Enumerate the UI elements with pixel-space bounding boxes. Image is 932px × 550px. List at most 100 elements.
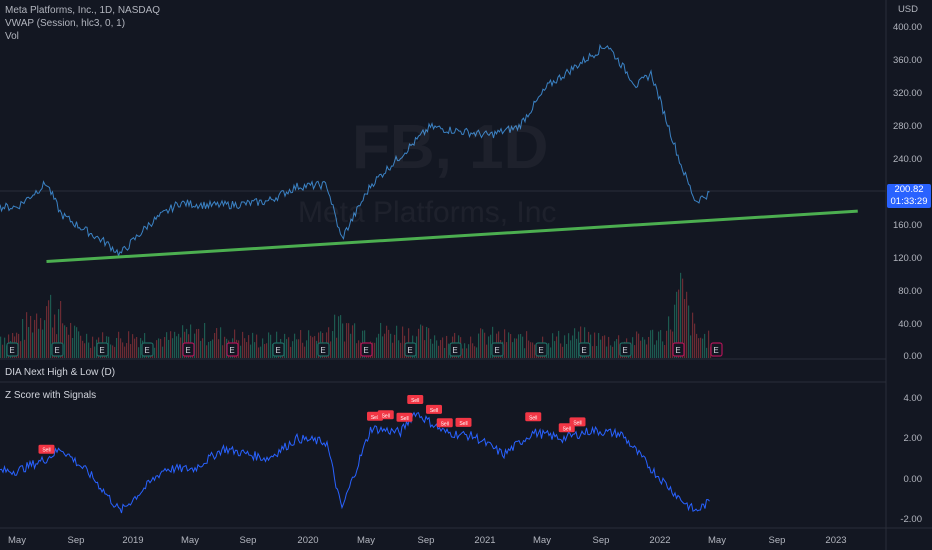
volume-bar — [638, 333, 640, 358]
volume-bar — [444, 347, 446, 358]
volume-bar — [48, 300, 50, 358]
volume-bar — [50, 294, 52, 358]
sell-signal-marker[interactable] — [407, 395, 424, 405]
vwap-legend[interactable]: VWAP (Session, hlc3, 0, 1) — [5, 18, 126, 29]
volume-bar — [162, 346, 164, 358]
dia-pane-title[interactable]: DIA Next High & Low (D) — [5, 367, 116, 378]
support-trendline[interactable] — [46, 209, 858, 263]
volume-bar — [344, 341, 346, 358]
volume-bar — [44, 320, 46, 358]
volume-bar — [86, 333, 88, 358]
volume-bar — [606, 346, 608, 358]
volume-bar — [676, 291, 678, 358]
volume-bar — [464, 343, 466, 358]
earnings-marker[interactable] — [672, 342, 685, 357]
sell-signal-marker[interactable] — [569, 417, 586, 427]
volume-bar — [430, 338, 432, 358]
earnings-marker[interactable] — [360, 342, 373, 357]
volume-bar — [304, 346, 306, 358]
time-axis-label: May — [533, 535, 551, 546]
volume-bar — [28, 327, 30, 358]
volume-bar — [270, 334, 272, 358]
price-series-line[interactable] — [0, 43, 710, 258]
volume-bar — [602, 336, 604, 358]
volume-bar — [262, 338, 264, 358]
volume-legend[interactable]: Vol — [5, 31, 19, 42]
volume-bar — [530, 342, 532, 358]
volume-bar — [644, 339, 646, 358]
volume-bar — [352, 325, 354, 358]
earnings-marker[interactable] — [141, 342, 154, 357]
volume-bar — [176, 336, 178, 358]
volume-bar — [482, 329, 484, 358]
volume-bar — [442, 337, 444, 358]
volume-bar — [54, 314, 56, 358]
time-axis-label: Sep — [239, 535, 257, 546]
sell-signal-marker[interactable] — [396, 412, 413, 422]
bar-countdown: 01:33:29 — [890, 196, 928, 207]
volume-bar — [438, 345, 440, 358]
earnings-marker[interactable] — [449, 342, 462, 357]
volume-bar — [596, 346, 598, 358]
volume-bar — [356, 343, 358, 358]
sell-signal-marker[interactable] — [455, 417, 472, 427]
volume-bar — [510, 334, 512, 358]
volume-bar — [436, 340, 438, 358]
sell-signal-marker[interactable] — [377, 410, 394, 420]
price-tick-label: 280.00 — [892, 121, 922, 132]
time-axis-label: 2022 — [649, 535, 671, 546]
zscore-pane-title[interactable]: Z Score with Signals — [5, 390, 97, 401]
earnings-marker[interactable] — [578, 342, 591, 357]
volume-bar — [346, 323, 348, 358]
earnings-marker-label: E — [144, 346, 149, 355]
volume-bar — [0, 336, 2, 358]
sell-signal-marker[interactable] — [426, 404, 442, 414]
volume-bar — [22, 319, 24, 358]
symbol-legend[interactable]: Meta Platforms, Inc., 1D, NASDAQ — [5, 5, 161, 16]
volume-bar — [136, 336, 138, 358]
volume-bar — [328, 327, 330, 358]
earnings-marker-label: E — [9, 346, 14, 355]
volume-bar — [74, 325, 76, 358]
volume-bar — [380, 322, 382, 358]
time-axis-label: Sep — [67, 535, 85, 546]
volume-bar — [612, 346, 614, 358]
time-axis-label: May — [8, 535, 26, 546]
volume-bar — [174, 331, 176, 358]
volume-bar — [388, 329, 390, 358]
earnings-marker[interactable] — [404, 342, 417, 357]
earnings-marker[interactable] — [182, 342, 195, 357]
volume-bar — [132, 334, 134, 358]
earnings-marker[interactable] — [535, 342, 548, 357]
volume-bar — [478, 333, 480, 358]
volume-bar — [300, 330, 302, 358]
volume-bar — [258, 347, 260, 358]
price-tick-label: 320.00 — [892, 88, 922, 99]
earnings-marker[interactable] — [491, 342, 504, 357]
earnings-marker[interactable] — [51, 342, 64, 357]
earnings-marker[interactable] — [317, 342, 330, 357]
volume-bar — [2, 344, 4, 358]
zscore-tick-label: 2.00 — [903, 433, 923, 444]
earnings-marker[interactable] — [6, 342, 19, 357]
earnings-marker[interactable] — [96, 342, 109, 357]
sell-signal-label: Sell — [411, 398, 419, 404]
sell-signal-marker[interactable] — [38, 444, 55, 454]
sell-signal-label: Sell — [400, 416, 408, 422]
sell-signal-marker[interactable] — [436, 418, 453, 428]
volume-bar — [200, 340, 202, 358]
earnings-marker[interactable] — [619, 342, 632, 357]
earnings-marker[interactable] — [710, 342, 723, 357]
volume-bar — [196, 329, 198, 358]
volume-bar — [68, 334, 70, 358]
earnings-marker[interactable] — [272, 342, 285, 357]
earnings-marker[interactable] — [226, 342, 239, 357]
volume-bar — [666, 330, 668, 358]
volume-bar — [160, 338, 162, 358]
sell-signal-marker[interactable] — [525, 412, 542, 422]
volume-bar — [560, 343, 562, 358]
zscore-line[interactable] — [0, 411, 710, 514]
volume-bar — [80, 335, 82, 358]
